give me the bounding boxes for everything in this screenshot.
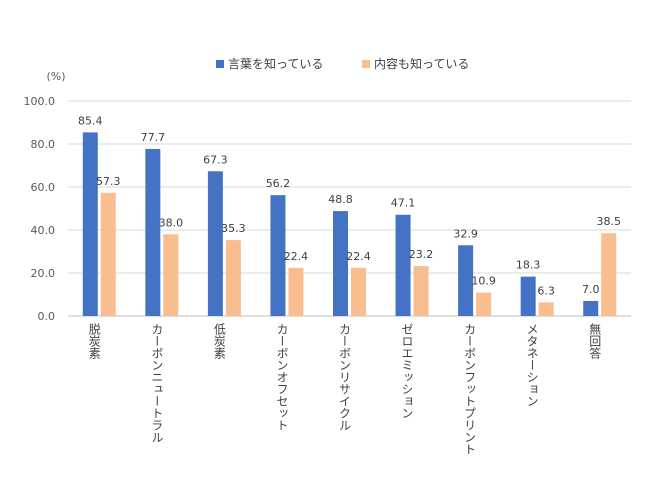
legend-label: 内容も知っている bbox=[374, 56, 469, 71]
data-label: 10.9 bbox=[471, 275, 496, 288]
data-label: 23.2 bbox=[409, 248, 434, 261]
y-tick-label: 20.0 bbox=[31, 267, 56, 280]
bar bbox=[270, 195, 286, 316]
bar bbox=[413, 266, 429, 316]
bar bbox=[395, 214, 411, 316]
category-label: カーボンオフセット bbox=[275, 323, 289, 431]
bar bbox=[583, 300, 599, 316]
y-tick-label: 80.0 bbox=[31, 138, 56, 151]
data-label: 35.3 bbox=[221, 222, 246, 235]
category-label: カーボンニュートラル bbox=[150, 323, 164, 443]
data-label: 38.0 bbox=[159, 216, 184, 229]
gridlines bbox=[68, 100, 631, 317]
data-label: 56.2 bbox=[266, 177, 291, 190]
bar bbox=[351, 267, 366, 316]
data-label: 47.1 bbox=[391, 197, 416, 210]
bar bbox=[288, 267, 304, 316]
data-labels: 85.4 57.3 77.7 38.0 67.3 35.3 56.2 22.4 48.8 22.4… bbox=[78, 114, 621, 297]
bar bbox=[333, 211, 348, 316]
data-label: 32.9 bbox=[453, 227, 478, 240]
category-label: 無回答 bbox=[588, 322, 602, 360]
data-label: 67.3 bbox=[203, 153, 228, 166]
category-label: カーボンフットプリント bbox=[463, 323, 477, 455]
legend: 言葉を知っている 内容も知っている bbox=[216, 56, 469, 71]
category-label: ゼロエミッション bbox=[400, 323, 414, 419]
data-label: 18.3 bbox=[516, 259, 541, 272]
bar bbox=[145, 148, 161, 316]
data-label: 38.5 bbox=[596, 215, 621, 228]
category-label: カーボンリサイクル bbox=[338, 323, 352, 431]
bar bbox=[538, 302, 554, 316]
y-tick-label: 60.0 bbox=[31, 181, 56, 194]
y-tick-label: 0.0 bbox=[38, 310, 56, 323]
data-label: 22.4 bbox=[284, 250, 309, 263]
bar bbox=[520, 276, 536, 316]
bar bbox=[163, 234, 179, 316]
data-label: 6.3 bbox=[537, 284, 555, 297]
bar bbox=[207, 171, 223, 316]
bar bbox=[601, 233, 617, 316]
category-label: メタネーション bbox=[525, 323, 539, 407]
bar bbox=[82, 132, 98, 316]
data-label: 48.8 bbox=[328, 193, 353, 206]
data-label: 22.4 bbox=[346, 250, 371, 263]
data-label: 77.7 bbox=[141, 131, 166, 144]
bar bbox=[100, 192, 116, 316]
category-label: 脱炭素 bbox=[87, 322, 101, 359]
legend-swatch bbox=[216, 60, 224, 68]
bars bbox=[82, 132, 617, 316]
legend-label: 言葉を知っている bbox=[228, 57, 323, 71]
x-axis-categories: 脱炭素 カーボンニュートラル 低炭素 カーボンオフセット カーボンリサイクル ゼロエミッシ… bbox=[87, 322, 601, 455]
bar bbox=[476, 292, 492, 316]
y-tick-label: 100.0 bbox=[24, 95, 56, 108]
bar bbox=[458, 245, 474, 316]
data-label: 57.3 bbox=[96, 175, 121, 188]
data-label: 85.4 bbox=[78, 114, 103, 127]
y-axis-unit-label: (%) bbox=[46, 70, 65, 83]
data-label: 7.0 bbox=[582, 283, 600, 296]
y-axis-ticks: 0.0 20.0 40.0 60.0 80.0 100.0 bbox=[24, 95, 56, 323]
category-label: 低炭素 bbox=[212, 323, 226, 359]
legend-swatch bbox=[362, 60, 370, 68]
bar bbox=[225, 240, 241, 316]
y-tick-label: 40.0 bbox=[31, 224, 56, 237]
